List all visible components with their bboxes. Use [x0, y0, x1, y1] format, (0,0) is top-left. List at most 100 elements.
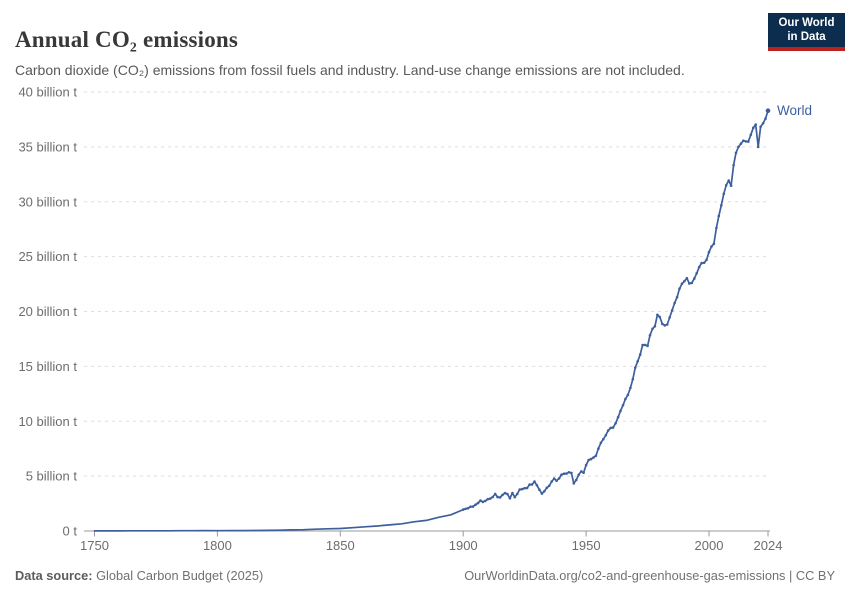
- y-axis-tick-label: 25 billion t: [18, 249, 77, 264]
- data-point-marker: [624, 397, 627, 401]
- data-point-marker: [737, 145, 740, 149]
- data-point-marker: [656, 313, 659, 317]
- data-point-marker: [697, 265, 701, 269]
- data-point-marker: [658, 315, 662, 319]
- data-point-marker: [469, 505, 472, 509]
- data-point-marker: [508, 497, 512, 500]
- data-point-marker: [715, 226, 718, 230]
- data-point-marker: [557, 477, 561, 480]
- data-point-marker: [493, 492, 497, 496]
- data-point-marker: [592, 456, 595, 459]
- data-point-marker: [685, 276, 689, 280]
- data-point-marker: [506, 492, 509, 496]
- data-point-marker: [702, 261, 706, 265]
- data-point-marker: [744, 140, 748, 143]
- data-point-marker: [486, 497, 490, 501]
- data-point-marker: [754, 123, 757, 126]
- data-point-marker: [761, 122, 765, 125]
- data-point-marker: [533, 480, 536, 483]
- data-point-marker: [464, 507, 468, 511]
- data-point-marker: [582, 471, 585, 475]
- data-point-marker: [636, 360, 639, 363]
- data-point-marker: [575, 478, 578, 482]
- data-point-marker: [646, 344, 649, 348]
- data-point-marker: [756, 145, 760, 149]
- data-point-marker: [690, 281, 694, 285]
- y-axis-tick-label: 15 billion t: [18, 359, 77, 374]
- data-point-marker: [688, 282, 691, 285]
- data-point-marker: [545, 486, 549, 490]
- y-axis-tick-label: 40 billion t: [18, 85, 77, 100]
- data-point-marker: [752, 126, 755, 130]
- data-point-marker: [503, 491, 507, 495]
- data-point-marker: [471, 505, 475, 508]
- data-point-marker: [602, 437, 605, 441]
- y-axis-tick-label: 30 billion t: [18, 194, 77, 209]
- data-point-marker: [710, 245, 713, 248]
- data-point-marker: [712, 242, 716, 246]
- y-axis-tick-label: 35 billion t: [18, 139, 77, 154]
- data-point-marker: [720, 204, 723, 207]
- data-point-marker: [665, 323, 669, 326]
- data-point-marker: [678, 287, 681, 291]
- data-point-marker: [606, 429, 610, 432]
- data-point-marker: [604, 434, 608, 437]
- data-point-marker: [540, 492, 544, 495]
- data-point-marker: [479, 499, 482, 502]
- data-point-marker: [565, 472, 568, 475]
- data-source: Data source: Global Carbon Budget (2025): [15, 568, 263, 583]
- data-point-marker: [626, 393, 630, 397]
- owid-logo[interactable]: Our World in Data: [768, 13, 845, 51]
- data-point-marker: [680, 282, 684, 286]
- data-point-marker: [530, 483, 534, 486]
- data-point-marker: [560, 473, 563, 477]
- data-point-marker: [496, 495, 499, 499]
- data-point-marker: [609, 426, 612, 430]
- data-point-marker: [661, 322, 664, 326]
- data-point-marker: [651, 327, 654, 331]
- data-point-marker: [693, 277, 696, 280]
- data-point-marker: [705, 258, 708, 262]
- data-point-marker: [570, 471, 573, 475]
- x-axis-tick-label: 1750: [80, 538, 109, 553]
- data-point-marker: [648, 333, 652, 337]
- data-point-marker: [631, 378, 635, 381]
- data-point-marker: [491, 495, 495, 499]
- data-point-marker: [511, 491, 514, 495]
- data-point-marker: [476, 501, 480, 505]
- data-point-marker: [621, 404, 625, 407]
- data-point-marker: [749, 133, 753, 137]
- data-point-marker: [518, 488, 521, 491]
- x-axis-tick-label: 1900: [449, 538, 478, 553]
- data-point-marker: [675, 295, 679, 299]
- data-point-marker: [498, 496, 502, 499]
- data-point-marker: [668, 316, 671, 319]
- data-point-marker: [594, 454, 598, 458]
- x-axis-tick-label: 2024: [754, 538, 783, 553]
- data-point-marker: [584, 463, 588, 467]
- data-point-marker: [634, 366, 637, 369]
- data-point-marker: [589, 457, 593, 461]
- x-axis-tick-label: 1800: [203, 538, 232, 553]
- data-source-label: Data source:: [15, 568, 93, 583]
- data-point-marker: [481, 500, 485, 504]
- data-point-marker: [700, 261, 703, 265]
- data-point-marker: [520, 487, 524, 491]
- x-axis-tick-label: 1850: [326, 538, 355, 553]
- data-point-marker: [611, 426, 615, 429]
- data-point-marker: [525, 486, 529, 490]
- x-axis-tick-label: 2000: [695, 538, 724, 553]
- data-point-marker: [538, 488, 541, 492]
- data-point-marker: [572, 482, 576, 485]
- data-point-marker: [516, 492, 519, 496]
- data-point-marker: [641, 343, 644, 347]
- data-point-marker: [742, 139, 745, 142]
- data-point-marker: [501, 493, 504, 497]
- data-point-marker: [562, 472, 566, 476]
- data-point-marker: [466, 506, 470, 510]
- data-point-marker: [643, 343, 647, 347]
- footer-citation-link[interactable]: OurWorldinData.org/co2-and-greenhouse-ga…: [464, 568, 835, 583]
- chart-subtitle: Carbon dioxide (CO₂) emissions from foss…: [15, 62, 685, 78]
